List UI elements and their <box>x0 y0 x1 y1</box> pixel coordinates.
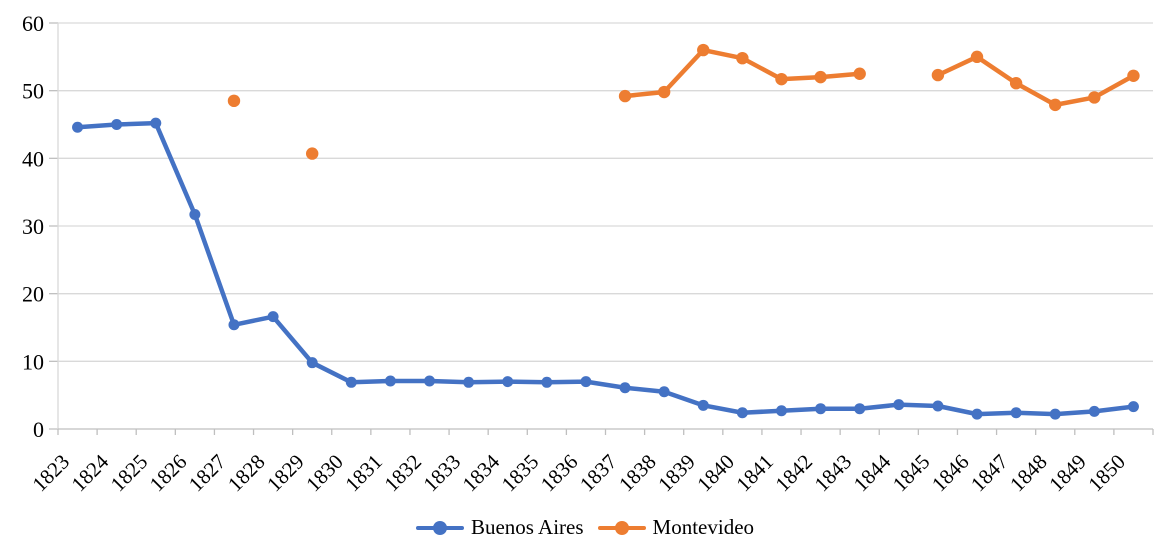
buenos-aires-point-1848 <box>1049 408 1061 420</box>
y-axis-tick-label: 20 <box>22 282 44 307</box>
montevideo-point-1840 <box>736 51 749 65</box>
montevideo-point-1845 <box>931 68 945 82</box>
montevideo-point-1846 <box>970 50 984 64</box>
legend-label-buenos-aires: Buenos Aires <box>470 515 584 539</box>
x-axis-tick-label: 1840 <box>692 450 739 497</box>
y-axis-tick-label: 60 <box>22 11 44 36</box>
plot-area: 0 10 20 30 40 50 60 182318241825182618271828182… <box>22 11 1154 497</box>
buenos-aires-point-1843 <box>854 403 866 415</box>
buenos-aires-point-1835 <box>541 376 553 388</box>
buenos-aires-point-1849 <box>1088 405 1100 417</box>
buenos-aires-point-1837 <box>619 382 631 394</box>
buenos-aires-point-1840 <box>736 407 748 419</box>
x-axis-tick-label: 1830 <box>301 450 348 497</box>
buenos-aires-series-marker-icon <box>415 520 464 535</box>
buenos-aires-point-1831 <box>384 375 396 387</box>
buenos-aires-point-1832 <box>424 375 436 387</box>
buenos-aires-point-1845 <box>932 400 944 412</box>
legend-dot-sample <box>432 520 447 535</box>
x-axis-tick-label: 1833 <box>418 450 465 497</box>
x-axis-tick-label: 1839 <box>653 450 700 497</box>
x-axis-tick-label: 1824 <box>67 449 114 496</box>
x-axis-tick-label: 1835 <box>497 450 544 497</box>
montevideo-point-1843 <box>853 67 866 80</box>
legend-item-montevideo: Montevideo <box>597 515 755 540</box>
x-axis-tick-label: 1843 <box>810 450 857 497</box>
legend: Buenos Aires Montevideo <box>0 515 1170 540</box>
buenos-aires-point-1846 <box>971 408 983 420</box>
y-axis-tick-label: 40 <box>22 146 44 171</box>
montevideo-point-1847 <box>1009 77 1023 90</box>
buenos-aires-point-1833 <box>463 376 475 388</box>
buenos-aires-point-1839 <box>697 399 709 411</box>
montevideo-point-1849 <box>1088 91 1101 104</box>
x-axis-tick-label: 1825 <box>106 450 153 497</box>
montevideo-point-1850 <box>1127 69 1140 82</box>
buenos-aires-point-1827 <box>228 319 240 331</box>
legend-item-buenos-aires: Buenos Aires <box>415 515 584 540</box>
x-axis-tick-label: 1848 <box>1005 450 1052 497</box>
y-axis-tick-label: 30 <box>22 214 44 239</box>
buenos-aires-point-1844 <box>893 399 905 411</box>
x-axis-tick-label: 1845 <box>888 450 935 497</box>
buenos-aires-point-1834 <box>502 376 514 388</box>
x-axis-tick-label: 1842 <box>770 450 817 497</box>
x-axis-tick-label: 1826 <box>145 450 192 497</box>
legend-label-montevideo: Montevideo <box>652 515 755 539</box>
x-axis-tick-label: 1850 <box>1083 450 1130 497</box>
buenos-aires-point-1842 <box>815 403 827 415</box>
x-axis-tick-label: 1831 <box>340 450 387 497</box>
montevideo-point-1838 <box>657 85 671 99</box>
y-axis-tick-label: 0 <box>33 417 44 442</box>
buenos-aires-point-1828 <box>267 311 279 323</box>
x-axis-tick-label: 1849 <box>1044 450 1091 497</box>
x-axis-tick-label: 1832 <box>379 450 426 497</box>
buenos-aires-point-1824 <box>111 119 123 130</box>
x-axis-tick-label: 1847 <box>966 450 1013 497</box>
x-axis-tick-label: 1827 <box>184 450 231 497</box>
montevideo-point-1827 <box>227 94 241 108</box>
buenos-aires-point-1850 <box>1127 401 1139 413</box>
montevideo-point-1842 <box>814 70 827 84</box>
buenos-aires-point-1826 <box>189 208 201 220</box>
x-axis-tick-label: 1834 <box>458 449 505 496</box>
montevideo-point-1848 <box>1049 98 1062 112</box>
buenos-aires-point-1823 <box>72 121 84 133</box>
buenos-aires-point-1829 <box>306 357 318 369</box>
x-axis-tick-label: 1828 <box>223 450 270 497</box>
montevideo-point-1841 <box>775 72 788 86</box>
y-axis-tick-label: 10 <box>22 349 44 374</box>
montevideo-point-1839 <box>697 43 710 57</box>
montevideo-point-1829 <box>305 147 319 160</box>
montevideo-point-1837 <box>618 89 632 103</box>
buenos-aires-point-1847 <box>1010 407 1022 419</box>
buenos-aires-point-1836 <box>580 376 592 388</box>
buenos-aires-point-1841 <box>775 405 787 417</box>
buenos-aires-point-1830 <box>345 376 357 388</box>
y-axis-tick-label: 50 <box>22 79 44 104</box>
x-axis-tick-label: 1837 <box>575 450 622 497</box>
montevideo-line <box>935 54 1136 108</box>
x-axis-tick-label: 1844 <box>849 449 896 496</box>
x-axis-tick-label: 1836 <box>536 450 583 497</box>
buenos-aires-point-1838 <box>658 386 670 398</box>
x-axis-tick-label: 1841 <box>731 450 778 497</box>
x-axis-tick-label: 1823 <box>27 450 74 497</box>
legend-dot-sample <box>614 520 629 535</box>
x-axis-tick-label: 1829 <box>262 450 309 497</box>
x-axis-tick-label: 1846 <box>927 450 974 497</box>
buenos-aires-line <box>75 120 1136 417</box>
montevideo-series-marker-icon <box>597 520 646 535</box>
buenos-aires-point-1825 <box>150 117 162 129</box>
x-axis-tick-label: 1838 <box>614 450 661 497</box>
